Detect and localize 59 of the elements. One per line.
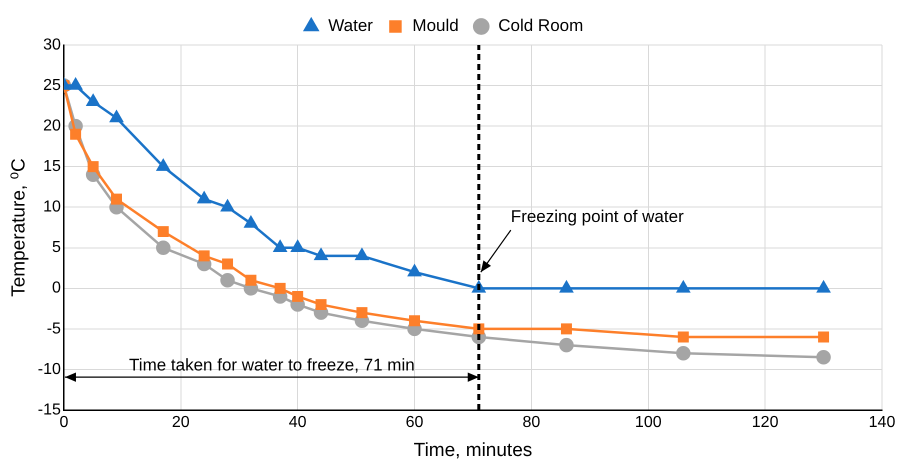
point xyxy=(678,332,689,342)
y-tick-label: 20 xyxy=(43,118,62,135)
point xyxy=(88,161,99,172)
point xyxy=(409,315,420,326)
y-tick-label: 5 xyxy=(52,239,62,256)
y-tick-label: -5 xyxy=(46,320,62,338)
y-tick-label: 30 xyxy=(43,36,62,54)
point xyxy=(559,338,574,352)
point xyxy=(818,332,830,342)
point xyxy=(156,240,171,256)
point xyxy=(314,248,328,260)
legend-label: Mould xyxy=(412,16,459,36)
point xyxy=(676,281,690,293)
point xyxy=(816,350,831,365)
y-tick-label: -15 xyxy=(38,401,62,418)
x-tick-label: 60 xyxy=(406,414,424,432)
x-tick-label: 140 xyxy=(868,414,896,432)
y-tick-label: -10 xyxy=(38,360,62,378)
point xyxy=(560,323,572,334)
y-tick-label: 25 xyxy=(43,76,62,94)
y-axis-title: Temperature, ⁰C xyxy=(8,158,30,297)
x-tick-label: 100 xyxy=(634,414,662,432)
point xyxy=(198,250,210,262)
point xyxy=(274,240,287,252)
point xyxy=(156,159,170,171)
point xyxy=(198,192,211,204)
point xyxy=(86,94,100,106)
x-tick-label: 40 xyxy=(288,414,307,432)
annotation: Time taken for water to freeze, 71 min xyxy=(129,355,415,374)
point xyxy=(244,216,258,228)
point xyxy=(316,299,327,310)
x-tick-label: 120 xyxy=(752,414,779,432)
point xyxy=(111,194,122,205)
y-tick-label: 15 xyxy=(43,158,62,176)
legend-label: Cold Room xyxy=(498,16,584,36)
point xyxy=(69,78,82,90)
legend-label: Water xyxy=(328,16,374,36)
x-tick-label: 20 xyxy=(172,414,190,432)
point xyxy=(110,110,123,122)
point xyxy=(70,128,82,140)
point xyxy=(158,226,169,238)
point xyxy=(245,274,256,286)
x-axis-title: Time, minutes xyxy=(414,440,532,461)
point xyxy=(817,281,830,293)
point xyxy=(222,258,234,270)
point xyxy=(292,290,304,302)
point xyxy=(408,264,421,276)
y-tick-label: 0 xyxy=(52,280,62,297)
point xyxy=(560,281,573,293)
point xyxy=(356,307,368,318)
y-tick-label: 10 xyxy=(43,198,62,216)
point xyxy=(220,272,235,288)
point xyxy=(676,346,691,360)
x-tick-label: 80 xyxy=(522,414,540,432)
point xyxy=(221,200,234,212)
point xyxy=(355,248,368,260)
point xyxy=(274,282,286,294)
annotation: Freezing point of water xyxy=(510,207,684,226)
point xyxy=(291,240,304,252)
